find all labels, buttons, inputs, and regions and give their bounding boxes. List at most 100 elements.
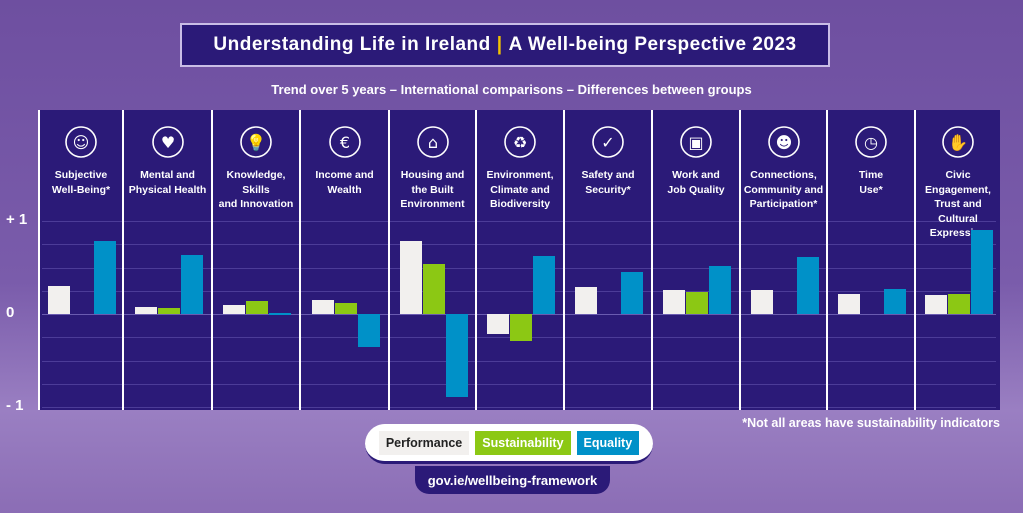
clock-icon: ◷ <box>853 124 889 160</box>
svg-text:✓: ✓ <box>601 133 614 152</box>
bar-performance <box>134 307 157 314</box>
bar-performance <box>487 314 509 335</box>
bar-sustainability <box>422 263 445 314</box>
legend: Performance Sustainability Equality <box>365 424 653 464</box>
svg-text:☻: ☻ <box>775 133 792 152</box>
shield-check-icon: ✓ <box>590 124 626 160</box>
category-label-line: Subjective <box>54 169 108 181</box>
gridline <box>42 407 996 408</box>
category-label-line: the Built <box>411 183 454 196</box>
category-column: ✋ Civic Engagement, Trust and Cultural Expre… <box>914 110 1000 410</box>
chart-panel: ☺ Subjective Well-Being* ♥ Mental and Physica… <box>38 110 1000 410</box>
bar-sustainability <box>157 308 180 314</box>
category-label-line: Use* <box>859 183 883 196</box>
legend-sustainability: Sustainability <box>475 430 571 455</box>
category-label: Subjective Well-Being* <box>40 168 122 197</box>
category-label-line: Skills <box>242 183 270 196</box>
category-label: Environment, Climate and Biodiversity <box>477 168 563 212</box>
website-link[interactable]: gov.ie/wellbeing-framework <box>415 466 610 494</box>
category-column: ◷ Time Use* <box>826 110 914 410</box>
category-column: ▣ Work and Job Quality <box>651 110 739 410</box>
category-label: Civic Engagement, Trust and Cultural Expres… <box>916 168 1000 241</box>
bar-equality <box>269 313 291 315</box>
category-label-line: Environment, <box>486 169 554 181</box>
people-chat-icon: ☻ <box>766 124 802 160</box>
bar-performance <box>399 241 422 314</box>
bar-performance <box>750 289 773 314</box>
category-label-line: Wealth <box>327 183 362 196</box>
category-label-line: Connections, <box>750 169 817 181</box>
bar-performance <box>48 286 70 314</box>
category-label-line: Job Quality <box>667 183 725 196</box>
lightbulb-icon: 💡 <box>238 124 274 160</box>
y-tick-label: - 1 <box>6 397 24 414</box>
legend-performance: Performance <box>378 430 470 455</box>
category-label-line: Safety and <box>581 169 635 181</box>
bar-equality <box>94 240 116 314</box>
category-column: ☺ Subjective Well-Being* <box>38 110 122 410</box>
category-label-line: Climate and <box>490 183 550 196</box>
legend-equality: Equality <box>576 430 640 455</box>
gridline <box>42 360 996 362</box>
category-label-line: Work and <box>672 169 720 181</box>
bar-equality <box>971 230 993 314</box>
category-label-line: Security* <box>585 183 631 196</box>
footnote: *Not all areas have sustainability indic… <box>742 416 1000 430</box>
bar-performance <box>223 304 245 314</box>
title-left: Understanding Life in Ireland <box>213 34 491 55</box>
category-label-line: and Innovation <box>218 198 294 210</box>
house-key-icon: ⌂ <box>415 124 451 160</box>
category-label-line: Time <box>858 169 884 181</box>
category-label-line: Engagement, <box>925 183 991 196</box>
category-label-line: Biodiversity <box>489 198 551 210</box>
category-label-line: Community and <box>743 183 824 196</box>
y-tick-label: 0 <box>6 304 15 321</box>
bar-equality <box>884 288 906 314</box>
svg-text:☺: ☺ <box>73 133 90 152</box>
bar-performance <box>838 293 860 314</box>
bar-performance <box>663 289 685 314</box>
category-label-line: Physical Health <box>128 183 207 196</box>
bar-sustainability <box>246 300 268 314</box>
svg-text:💡: 💡 <box>246 133 266 152</box>
svg-text:⌂: ⌂ <box>427 133 437 152</box>
category-label-line: Participation* <box>749 198 818 210</box>
bar-equality <box>533 256 555 314</box>
category-column: ☻ Connections, Community and Participation* <box>739 110 826 410</box>
bar-equality <box>357 314 380 347</box>
category-column: € Income and Wealth <box>299 110 388 410</box>
category-label-line: Knowledge, <box>226 169 286 181</box>
svg-text:€: € <box>339 133 349 152</box>
bar-sustainability <box>510 314 532 341</box>
category-label-line: Well-Being* <box>51 183 111 196</box>
head-icon: ☺ <box>63 124 99 160</box>
title-separator: | <box>496 34 503 55</box>
category-label-line: Trust and Cultural <box>934 198 982 225</box>
gridline <box>42 267 996 269</box>
bar-equality <box>180 255 203 314</box>
briefcase-icon: ▣ <box>678 124 714 160</box>
category-label-line: Civic <box>945 169 971 181</box>
bar-equality <box>445 314 468 397</box>
gridline <box>42 290 996 292</box>
svg-text:♥: ♥ <box>160 133 174 152</box>
bar-performance <box>925 295 947 314</box>
bar-equality <box>621 272 643 314</box>
category-label-line: Environment <box>400 198 465 210</box>
svg-text:♻: ♻ <box>513 133 527 152</box>
category-label: Knowledge, Skills and Innovation <box>213 168 299 212</box>
title-box: Understanding Life in Ireland | A Well-b… <box>180 23 830 67</box>
gridline <box>42 383 996 385</box>
subtitle: Trend over 5 years – International compa… <box>271 82 752 97</box>
category-column: ✓ Safety and Security* <box>563 110 651 410</box>
y-tick-label: + 1 <box>6 211 28 228</box>
category-column: ♻ Environment, Climate and Biodiversity <box>475 110 563 410</box>
bar-equality <box>709 265 731 314</box>
category-column: ♥ Mental and Physical Health <box>122 110 211 410</box>
category-label-line: Mental and <box>140 169 195 181</box>
category-label: Connections, Community and Participation* <box>741 168 826 212</box>
category-label: Mental and Physical Health <box>124 168 211 197</box>
category-label: Safety and Security* <box>565 168 651 197</box>
gridline <box>42 244 996 246</box>
euro-icon: € <box>327 124 363 160</box>
